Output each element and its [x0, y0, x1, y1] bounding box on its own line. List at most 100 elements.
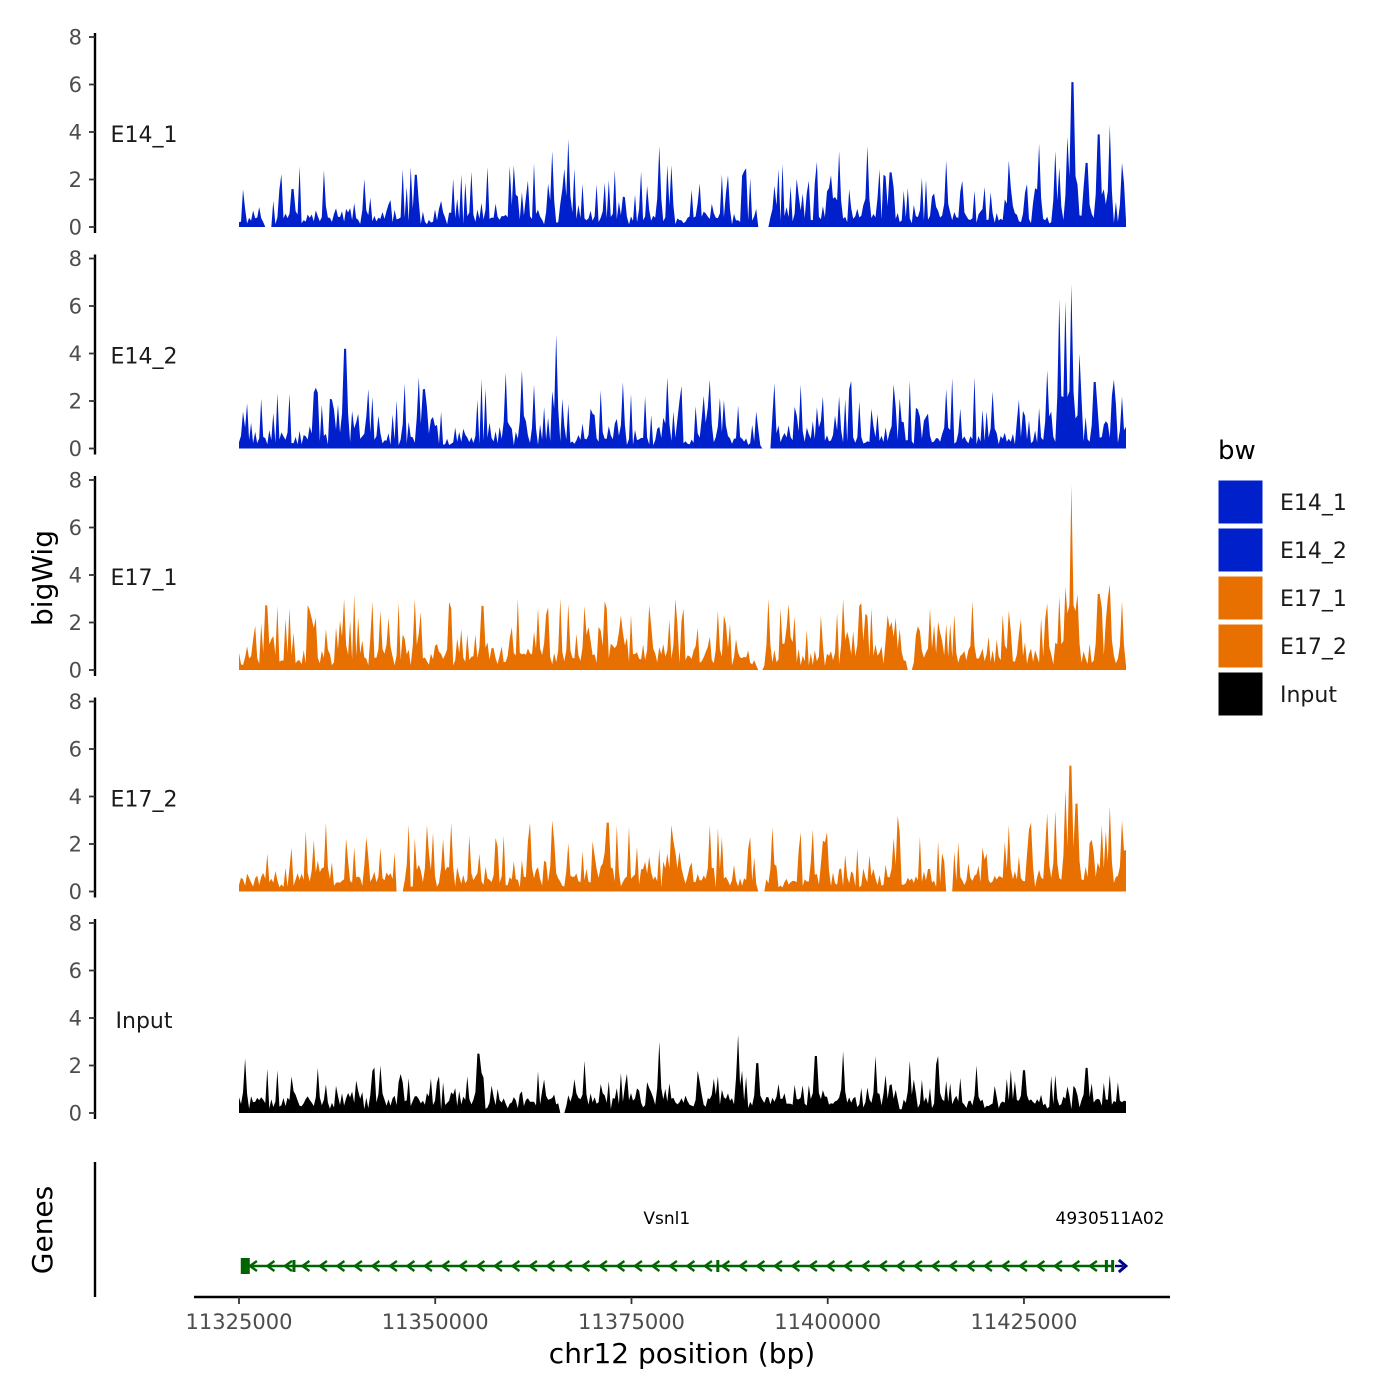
strand-chevron [720, 1260, 731, 1272]
strand-chevron [1087, 1260, 1098, 1272]
signal-area-E17_2 [239, 765, 1126, 892]
y-tick-label: 8 [69, 912, 82, 936]
signal-area-E17_1 [239, 484, 1126, 670]
signal-area-E14_2 [239, 284, 1126, 449]
strand-chevron [580, 1260, 591, 1272]
y-tick-label: 6 [69, 959, 82, 983]
y-tick-label: 6 [69, 738, 82, 762]
strand-chevron [667, 1260, 678, 1272]
x-tick-label: 11400000 [774, 1310, 881, 1334]
strand-chevron [702, 1260, 713, 1272]
y-tick-label: 4 [69, 564, 82, 588]
bigwig-tracks: 0 2 4 6 8 E14_1 0 2 4 6 8 E14_2 0 2 4 6 8 E17_1 0 2 4 6 8 E17_2… [69, 26, 1126, 1126]
strand-chevron [247, 1260, 258, 1272]
y-tick-label: 8 [69, 247, 82, 271]
strand-chevron [317, 1260, 328, 1272]
strand-chevron [422, 1260, 433, 1272]
x-tick-label: 11375000 [578, 1310, 685, 1334]
legend: bw E14_1 E14_2 E17_1 E17_2 Input [1217, 436, 1347, 717]
strand-chevron [772, 1260, 783, 1272]
legend-label-E17_1: E17_1 [1280, 587, 1347, 612]
strand-chevron [545, 1260, 556, 1272]
signal-area-Input [239, 1034, 1126, 1113]
strand-chevron [335, 1260, 346, 1272]
y-tick-label: 4 [69, 785, 82, 809]
y-axis-title: bigWig [26, 530, 59, 626]
strand-chevron [860, 1260, 871, 1272]
strand-chevron [440, 1260, 451, 1272]
y-tick-label: 8 [69, 690, 82, 714]
strand-chevron [492, 1260, 503, 1272]
y-tick-label: 0 [69, 1102, 82, 1126]
exon [1104, 1260, 1108, 1272]
strand-chevron [457, 1260, 468, 1272]
strand-chevron [650, 1260, 661, 1272]
x-axis: chr12 position (bp) 11325000 11350000 1137… [186, 1295, 1170, 1370]
y-tick-label: 0 [69, 437, 82, 461]
strand-chevron [597, 1260, 608, 1272]
y-tick-label: 6 [69, 516, 82, 540]
legend-swatch-E14_1 [1217, 479, 1264, 525]
strand-chevron [685, 1260, 696, 1272]
legend-swatch-E17_2 [1217, 623, 1264, 669]
track-label-E14_2: E14_2 [111, 345, 178, 370]
signal-area-E14_1 [239, 82, 1126, 227]
strand-chevron [352, 1260, 363, 1272]
legend-label-E14_2: E14_2 [1280, 539, 1347, 564]
strand-chevron [1117, 1258, 1129, 1274]
strand-chevron [370, 1260, 381, 1272]
track-label-E17_1: E17_1 [111, 566, 178, 591]
strand-chevron [842, 1260, 853, 1272]
strand-chevron [807, 1260, 818, 1272]
y-tick-label: 2 [69, 390, 82, 414]
strand-chevron [300, 1260, 311, 1272]
exon [1111, 1260, 1115, 1272]
genes-panel: Genes Vsnl1 4930511A02 [26, 1162, 1164, 1297]
strand-chevron [387, 1260, 398, 1272]
strand-chevron [1035, 1260, 1046, 1272]
strand-chevron [965, 1260, 976, 1272]
y-tick-label: 2 [69, 833, 82, 857]
track-label-Input: Input [116, 1009, 173, 1034]
strand-chevron [895, 1260, 906, 1272]
strand-chevron [632, 1260, 643, 1272]
exon [292, 1260, 296, 1272]
strand-chevron [562, 1260, 573, 1272]
strand-chevron [825, 1260, 836, 1272]
exon [240, 1258, 250, 1274]
x-tick-label: 11425000 [971, 1310, 1078, 1334]
exon [716, 1260, 720, 1272]
gene-4930511A02: 4930511A02 [1056, 1209, 1165, 1274]
gene-label-4930511A02: 4930511A02 [1056, 1209, 1165, 1229]
track-E17_1: 0 2 4 6 8 E17_1 [69, 469, 1126, 683]
strand-chevron [1000, 1260, 1011, 1272]
y-tick-label: 4 [69, 1007, 82, 1031]
strand-chevron [475, 1260, 486, 1272]
y-tick-label: 0 [69, 880, 82, 904]
gene-Vsnl1: Vsnl1 [240, 1209, 1115, 1274]
y-tick-label: 0 [69, 659, 82, 683]
x-axis-title: chr12 position (bp) [549, 1337, 815, 1370]
legend-swatch-E17_1 [1217, 575, 1264, 621]
x-tick-label: 11325000 [186, 1310, 293, 1334]
track-E17_2: 0 2 4 6 8 E17_2 [69, 690, 1126, 904]
legend-swatch-E14_2 [1217, 527, 1264, 573]
y-tick-label: 8 [69, 469, 82, 493]
strand-chevron [790, 1260, 801, 1272]
gene-label-Vsnl1: Vsnl1 [643, 1209, 690, 1229]
legend-label-E14_1: E14_1 [1280, 491, 1347, 516]
strand-chevron [265, 1260, 276, 1272]
strand-chevron [1052, 1260, 1063, 1272]
strand-chevron [755, 1260, 766, 1272]
y-tick-label: 2 [69, 168, 82, 192]
y-tick-label: 2 [69, 611, 82, 635]
y-tick-label: 8 [69, 26, 82, 50]
legend-label-E17_2: E17_2 [1280, 635, 1347, 660]
strand-chevron [877, 1260, 888, 1272]
legend-label-Input: Input [1280, 683, 1337, 708]
y-tick-label: 6 [69, 295, 82, 319]
strand-chevron [982, 1260, 993, 1272]
strand-chevron [737, 1260, 748, 1272]
strand-chevron [527, 1260, 538, 1272]
